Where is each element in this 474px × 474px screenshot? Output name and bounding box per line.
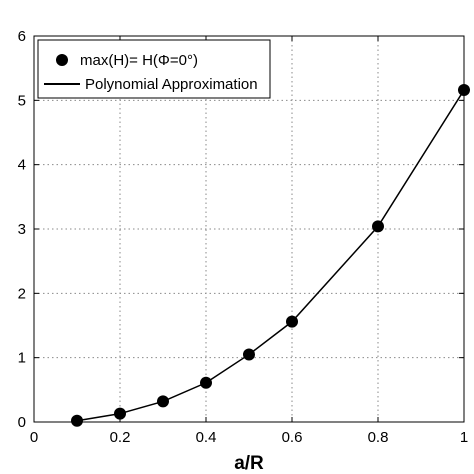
data-point [200,376,212,389]
data-point [458,84,470,97]
y-tick-label: 2 [18,285,26,302]
data-point [114,407,126,420]
y-tick-label: 5 [18,92,26,109]
legend: max(H)= H(Φ=0°) Polynomial Approximation [37,39,271,99]
legend-label-polynomial: Polynomial Approximation [85,76,258,93]
x-tick-label: 0.4 [196,429,217,446]
y-tick-label: 1 [18,350,26,367]
series-layer [71,84,470,427]
y-tick-label: 3 [18,221,26,238]
legend-label-measured: max(H)= H(Φ=0°) [80,52,198,69]
y-tick-label: 6 [18,28,26,45]
grid [34,36,464,422]
data-point [286,315,298,328]
y-tick-label: 0 [18,414,26,431]
y-tick-label: 4 [18,157,26,174]
x-axis-label: a/R [234,453,264,474]
legend-marker-icon [56,54,68,66]
x-tick-label: 0.8 [368,429,389,446]
data-point [71,414,83,427]
data-point [243,348,255,361]
x-tick-label: 0.2 [110,429,131,446]
x-tick-label: 0.6 [282,429,303,446]
data-point [157,395,169,408]
series-line-polynomial-approximation [76,89,465,422]
axes: 0 0.2 0.4 0.6 0.8 1 0 1 2 3 4 5 6 [18,28,469,446]
legend-box [37,39,271,99]
data-point [372,220,384,233]
x-tick-label: 1 [460,429,468,446]
x-tick-label: 0 [30,429,38,446]
